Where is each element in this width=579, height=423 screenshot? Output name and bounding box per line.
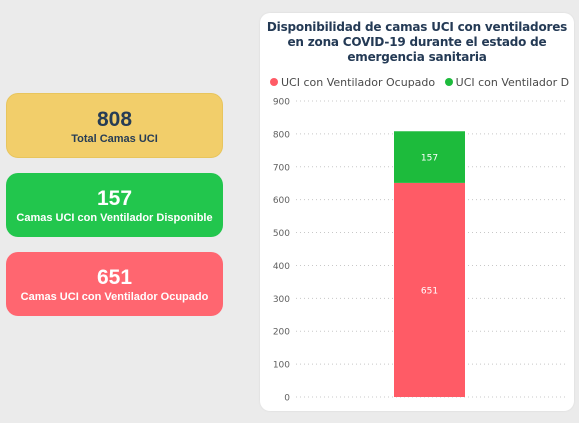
y-tick-label: 600 — [273, 196, 290, 206]
data-label-available: 157 — [421, 154, 438, 164]
legend-label-available: UCI con Ventilador Dispon... — [455, 76, 570, 89]
chart-title: Disponibilidad de camas UCI con ventilad… — [266, 20, 568, 64]
occupied-ventilator-value: 651 — [96, 266, 133, 289]
legend-item-occupied[interactable]: UCI con Ventilador Ocupado — [270, 76, 435, 89]
bar-segment-occupied — [394, 182, 465, 397]
legend-dot-available — [444, 78, 453, 86]
total-beds-card[interactable]: 808 Total Camas UCI — [6, 93, 223, 158]
y-tick-label: 700 — [273, 163, 290, 173]
y-tick-label: 400 — [273, 262, 290, 272]
chart-panel[interactable]: Disponibilidad de camas UCI con ventilad… — [260, 13, 574, 411]
y-tick-label: 300 — [273, 295, 290, 305]
y-tick-label: 0 — [284, 394, 290, 404]
y-tick-label: 200 — [273, 328, 290, 338]
legend-item-available[interactable]: UCI con Ventilador Dispon... — [444, 76, 570, 89]
stacked-bar-chart: 0 100 200 300 400 500 600 700 800 900 651 157 — [273, 98, 568, 404]
occupied-ventilator-label: Camas UCI con Ventilador Ocupado — [20, 291, 209, 303]
available-ventilator-card[interactable]: 157 Camas UCI con Ventilador Disponible — [6, 173, 223, 237]
y-tick-label: 500 — [273, 229, 290, 239]
chart-legend[interactable]: UCI con Ventilador Ocupado UCI con Venti… — [270, 76, 570, 92]
legend-label-occupied: UCI con Ventilador Ocupado — [281, 76, 436, 89]
legend-dot-occupied — [270, 78, 278, 86]
occupied-ventilator-card[interactable]: 651 Camas UCI con Ventilador Ocupado — [6, 252, 223, 316]
bar-segment-available — [394, 131, 465, 183]
y-tick-label: 100 — [273, 361, 290, 371]
y-tick-label: 900 — [273, 98, 290, 108]
available-ventilator-value: 157 — [96, 187, 133, 210]
data-label-occupied: 651 — [421, 286, 438, 296]
total-beds-value: 808 — [96, 108, 133, 131]
total-beds-label: Total Camas UCI — [71, 133, 158, 145]
available-ventilator-label: Camas UCI con Ventilador Disponible — [16, 212, 213, 224]
y-tick-label: 800 — [273, 130, 290, 140]
